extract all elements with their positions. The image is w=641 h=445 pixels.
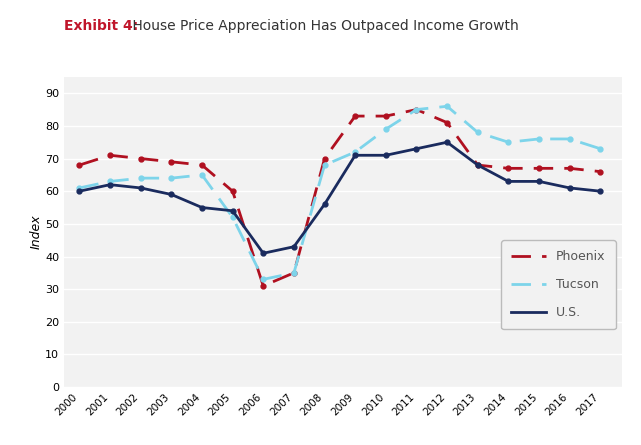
Y-axis label: Index: Index: [29, 214, 42, 249]
Text: Housing Affordability Trends: Housing Affordability Trends: [221, 45, 465, 60]
Text: Phoenix, Tucson, and the U.S.: Phoenix, Tucson, and the U.S.: [250, 64, 436, 77]
Text: House Price Appreciation Has Outpaced Income Growth: House Price Appreciation Has Outpaced In…: [128, 20, 519, 33]
Text: Exhibit 4:: Exhibit 4:: [64, 20, 138, 33]
Legend: Phoenix, Tucson, U.S.: Phoenix, Tucson, U.S.: [501, 240, 615, 329]
